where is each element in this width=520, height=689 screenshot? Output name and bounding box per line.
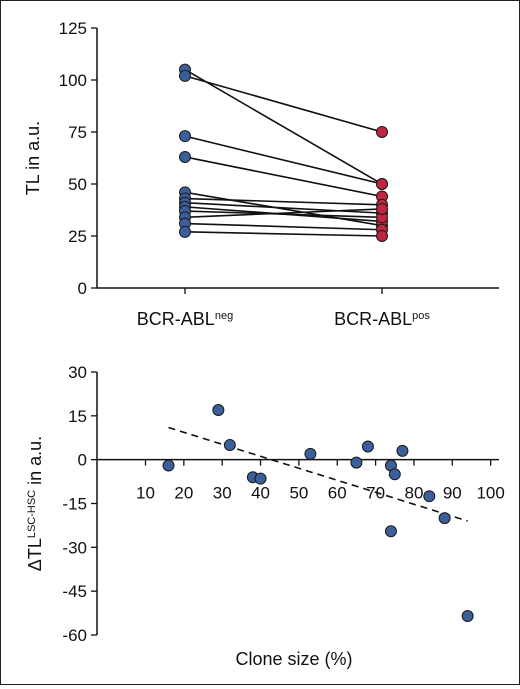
paired-line xyxy=(184,135,383,185)
scatter-point xyxy=(304,447,317,460)
x-tick-label: 70 xyxy=(366,484,385,503)
x-tick-label: 20 xyxy=(174,484,193,503)
paired-line xyxy=(184,197,383,206)
data-point-neg xyxy=(179,225,191,238)
x-category-label-pos: BCR-ABLpos xyxy=(334,309,430,329)
scatter-point xyxy=(212,403,225,416)
x-tick-label: 10 xyxy=(136,484,155,503)
x-tick-label: 40 xyxy=(251,484,270,503)
y-tick-label: 0 xyxy=(78,451,87,470)
paired-line xyxy=(184,75,383,133)
scatter-point xyxy=(223,439,236,452)
x-tick-label: 90 xyxy=(443,484,462,503)
scatter-point xyxy=(396,444,409,457)
scatter-point xyxy=(388,468,401,481)
paired-line xyxy=(184,231,383,237)
scatter-point xyxy=(162,459,175,472)
data-point-neg xyxy=(179,69,191,82)
scatter-point xyxy=(254,472,267,485)
y-axis-label: TL in a.u. xyxy=(23,121,43,195)
y-tick-label: -60 xyxy=(62,626,87,645)
scatter-point xyxy=(461,610,474,623)
paired-line xyxy=(184,208,383,219)
y-axis-label: ΔTLLSC-HSC in a.u. xyxy=(25,436,45,571)
y-tick-label: -30 xyxy=(62,538,87,557)
clone-size-scatter-chart: 30 15 0 -15 -30 -45 -60 10 20 30 40 50 60 70 80 90 100 Cl… xyxy=(25,363,505,669)
y-tick-label: 25 xyxy=(68,227,87,246)
data-point-pos xyxy=(376,126,388,138)
data-point-pos xyxy=(376,178,388,190)
paired-line xyxy=(184,210,383,219)
data-point-pos xyxy=(376,202,388,215)
scatter-point xyxy=(361,440,374,453)
x-tick-label: 50 xyxy=(289,484,308,503)
data-point-neg xyxy=(179,150,191,163)
y-tick-label: -15 xyxy=(62,495,87,514)
y-tick-label: 75 xyxy=(68,123,87,142)
paired-line xyxy=(184,68,383,185)
scatter-point xyxy=(350,456,363,469)
scatter-point xyxy=(438,512,451,525)
y-tick-label: 100 xyxy=(59,71,87,90)
x-category-label-neg: BCR-ABLneg xyxy=(137,309,233,329)
paired-line xyxy=(184,201,383,214)
trend-line xyxy=(168,426,468,522)
y-tick-label: 30 xyxy=(68,363,87,382)
y-tick-label: 50 xyxy=(68,175,87,194)
x-tick-label: 100 xyxy=(476,484,504,503)
y-tick-label: 15 xyxy=(68,407,87,426)
scatter-point xyxy=(384,525,397,538)
x-tick-label: 80 xyxy=(404,484,423,503)
paired-line xyxy=(184,156,383,198)
scatter-point xyxy=(423,490,436,503)
x-axis-label: Clone size (%) xyxy=(235,649,352,669)
data-point-neg xyxy=(179,130,191,143)
x-tick-label: 60 xyxy=(328,484,347,503)
paired-line xyxy=(184,222,383,231)
y-tick-label: 125 xyxy=(59,19,87,38)
y-tick-label: 0 xyxy=(78,279,87,298)
y-tick-label: -45 xyxy=(62,582,87,601)
x-tick-label: 30 xyxy=(213,484,232,503)
data-point-pos xyxy=(376,230,388,242)
paired-line xyxy=(184,191,383,227)
paired-telomere-chart: 0 25 50 75 100 125 BCR-ABLneg BCR-ABLpos TL in a… xyxy=(23,19,499,329)
